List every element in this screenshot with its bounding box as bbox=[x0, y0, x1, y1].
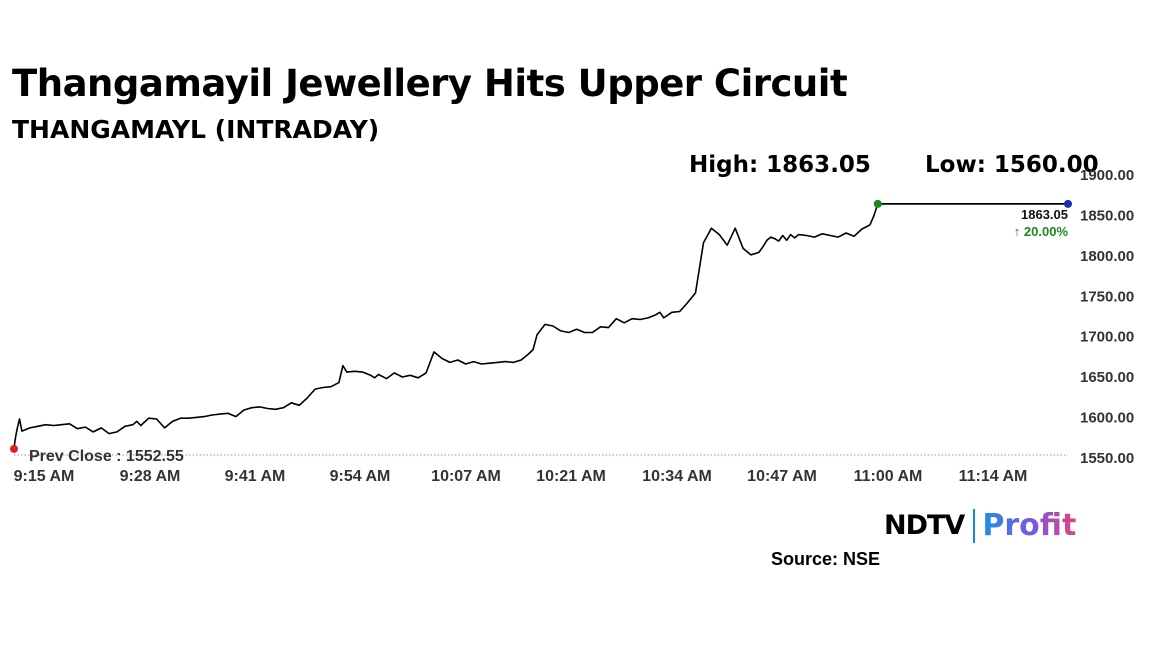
last-price-label: 1863.05 bbox=[1021, 207, 1068, 222]
last-price-marker bbox=[1064, 199, 1072, 208]
low-price-label: Low: 1560.00 bbox=[925, 152, 1099, 178]
y-tick-label: 1800.00 bbox=[1080, 248, 1134, 265]
y-tick-label: 1900.00 bbox=[1080, 167, 1134, 184]
high-price-label: High: 1863.05 bbox=[689, 152, 871, 178]
x-tick-label: 10:21 AM bbox=[536, 468, 606, 485]
ndtv-profit-logo: NDTV Profit bbox=[884, 508, 1076, 543]
x-tick-label: 9:41 AM bbox=[225, 468, 286, 485]
x-tick-label: 9:15 AM bbox=[14, 468, 75, 485]
source-note: Source: NSE bbox=[771, 549, 881, 569]
logo-ndtv-text: NDTV bbox=[884, 510, 965, 541]
x-tick-label: 11:00 AM bbox=[854, 468, 923, 485]
chart-subtitle: THANGAMAYL (INTRADAY) bbox=[12, 115, 380, 144]
x-tick-label: 9:28 AM bbox=[120, 468, 181, 485]
y-tick-label: 1650.00 bbox=[1080, 369, 1134, 386]
x-tick-label: 10:47 AM bbox=[747, 468, 817, 485]
day-high-marker bbox=[873, 199, 882, 208]
prev-close-label: Prev Close : 1552.55 bbox=[29, 448, 184, 465]
y-tick-label: 1600.00 bbox=[1080, 410, 1134, 427]
x-tick-label: 9:54 AM bbox=[330, 468, 391, 485]
chart-title: Thangamayil Jewellery Hits Upper Circuit bbox=[12, 62, 848, 105]
y-tick-label: 1750.00 bbox=[1080, 288, 1134, 305]
change-percent-label: ↑ 20.00% bbox=[1014, 224, 1069, 239]
logo-profit-text: Profit bbox=[982, 508, 1077, 543]
y-tick-label: 1850.00 bbox=[1080, 207, 1134, 224]
y-tick-label: 1700.00 bbox=[1080, 329, 1134, 346]
x-tick-label: 11:14 AM bbox=[959, 468, 1028, 485]
open-price-marker bbox=[10, 444, 18, 453]
y-tick-label: 1550.00 bbox=[1080, 450, 1134, 467]
x-tick-label: 10:07 AM bbox=[431, 468, 501, 485]
price-line bbox=[13, 203, 879, 449]
logo-divider bbox=[973, 508, 976, 543]
x-tick-label: 10:34 AM bbox=[642, 468, 712, 485]
